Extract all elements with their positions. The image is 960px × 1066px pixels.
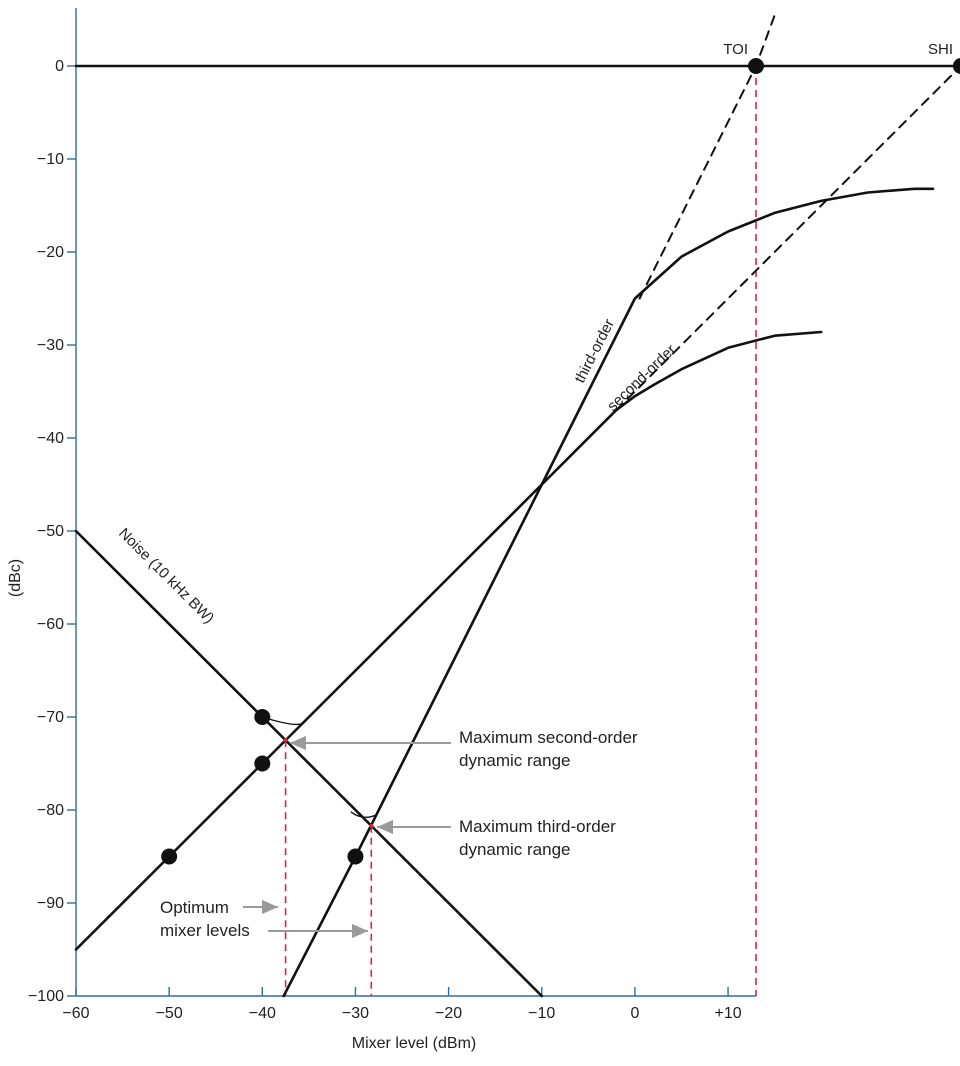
second-order-dr-label-line-2: dynamic range <box>459 751 571 770</box>
shi-point <box>952 58 960 74</box>
marker-point <box>254 755 271 772</box>
series-second_order_ext-line <box>615 65 960 412</box>
third-order-dr-label-line-2: dynamic range <box>459 840 571 859</box>
y-tick-label: −70 <box>37 709 64 726</box>
x-tick-label: −60 <box>62 1005 89 1022</box>
y-tick-label: −20 <box>37 244 64 261</box>
y-tick-label: −100 <box>28 988 64 1005</box>
third-order-curve-label: third-order <box>571 316 618 385</box>
marker-point <box>254 709 271 725</box>
noise-curve-label: Noise (10 kHz BW) <box>115 525 217 627</box>
series-group <box>74 9 960 998</box>
marker-point <box>347 848 364 865</box>
y-tick-label: −10 <box>37 151 64 168</box>
y-tick-label: 0 <box>55 58 64 75</box>
marker-point <box>161 848 178 865</box>
connector-arc <box>350 811 378 819</box>
y-tick-label: −60 <box>37 616 64 633</box>
toi-label: TOI <box>723 41 748 58</box>
y-tick-label: −40 <box>37 430 64 447</box>
second-order-dr-label-line-1: Maximum second-order <box>459 728 638 747</box>
x-tick-label: −40 <box>249 1005 276 1022</box>
y-tick-label: −80 <box>37 802 64 819</box>
x-axis-title: Mixer level (dBm) <box>352 1035 476 1052</box>
x-tick-label: −10 <box>528 1005 555 1022</box>
third-order-dr-label-line-1: Maximum third-order <box>459 817 616 836</box>
vertical-guides <box>284 66 757 996</box>
y-tick-label: −90 <box>37 895 64 912</box>
x-tick-label: −30 <box>342 1005 369 1022</box>
marker-points <box>161 58 960 865</box>
axes: 0−10−20−30−40−50−60−70−80−90−100−60 −50 −4… <box>7 8 756 1052</box>
y-tick-label: −50 <box>37 523 64 540</box>
series-second_order-line <box>74 330 823 951</box>
x-tick-label: −50 <box>156 1005 183 1022</box>
toi-point <box>748 58 764 74</box>
x-tick-label: +10 <box>714 1005 741 1022</box>
x-tick-label: −20 <box>435 1005 462 1022</box>
optimum-levels-label-line-1: Optimum <box>160 898 229 917</box>
intersection-point <box>283 738 288 743</box>
intersection-point <box>369 823 374 829</box>
optimum-levels-label-line-2: mixer levels <box>160 921 250 940</box>
y-axis-title: (dBc) <box>7 559 24 597</box>
series-noise-line <box>74 529 544 998</box>
y-tick-label: −30 <box>37 337 64 354</box>
x-tick-label: 0 <box>630 1005 639 1022</box>
shi-label: SHI <box>928 41 953 58</box>
series-third_order-line <box>282 187 935 998</box>
